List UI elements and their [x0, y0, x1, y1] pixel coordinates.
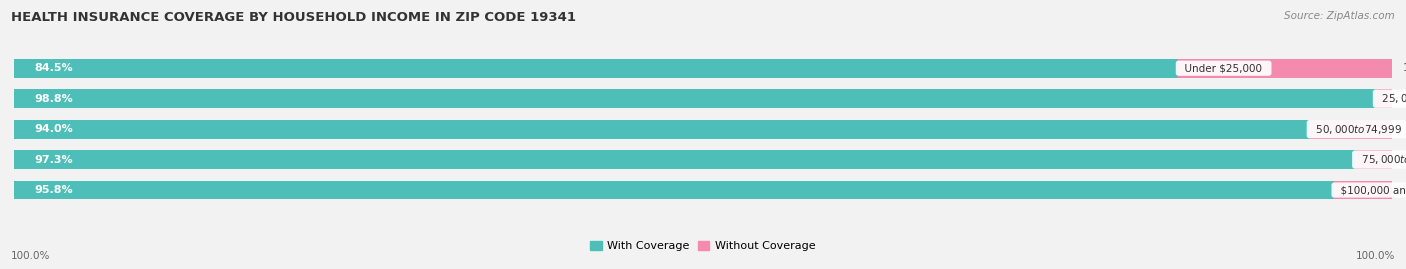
Text: 100.0%: 100.0%	[1355, 251, 1395, 261]
Text: 2.7%: 2.7%	[1403, 155, 1406, 165]
Bar	[14, 120, 1392, 139]
Text: 84.5%: 84.5%	[35, 63, 73, 73]
Bar	[14, 150, 1392, 169]
Text: $50,000 to $74,999: $50,000 to $74,999	[1309, 123, 1406, 136]
Bar	[1355, 150, 1392, 169]
Text: 97.3%: 97.3%	[35, 155, 73, 165]
Text: HEALTH INSURANCE COVERAGE BY HOUSEHOLD INCOME IN ZIP CODE 19341: HEALTH INSURANCE COVERAGE BY HOUSEHOLD I…	[11, 11, 576, 24]
Bar	[14, 89, 1375, 108]
Bar	[14, 120, 1309, 139]
Text: 95.8%: 95.8%	[35, 185, 73, 195]
Text: Under $25,000: Under $25,000	[1178, 63, 1268, 73]
Text: $25,000 to $49,999: $25,000 to $49,999	[1375, 92, 1406, 105]
Text: 1.2%: 1.2%	[1403, 94, 1406, 104]
Bar	[14, 89, 1392, 108]
Bar	[14, 59, 1392, 78]
Bar	[14, 180, 1334, 200]
Bar	[14, 150, 1355, 169]
Bar	[14, 59, 1178, 78]
Bar	[1375, 89, 1392, 108]
Text: 94.0%: 94.0%	[35, 124, 73, 134]
Text: $100,000 and over: $100,000 and over	[1334, 185, 1406, 195]
Text: 98.8%: 98.8%	[35, 94, 73, 104]
Bar	[1309, 120, 1393, 139]
Legend: With Coverage, Without Coverage: With Coverage, Without Coverage	[586, 236, 820, 256]
Bar	[1334, 180, 1392, 200]
Text: 4.2%: 4.2%	[1403, 185, 1406, 195]
Text: $75,000 to $99,999: $75,000 to $99,999	[1355, 153, 1406, 166]
Text: 100.0%: 100.0%	[11, 251, 51, 261]
Bar	[1178, 59, 1392, 78]
Text: 6.1%: 6.1%	[1405, 124, 1406, 134]
Bar	[14, 180, 1392, 200]
Text: 15.5%: 15.5%	[1403, 63, 1406, 73]
Text: Source: ZipAtlas.com: Source: ZipAtlas.com	[1284, 11, 1395, 21]
